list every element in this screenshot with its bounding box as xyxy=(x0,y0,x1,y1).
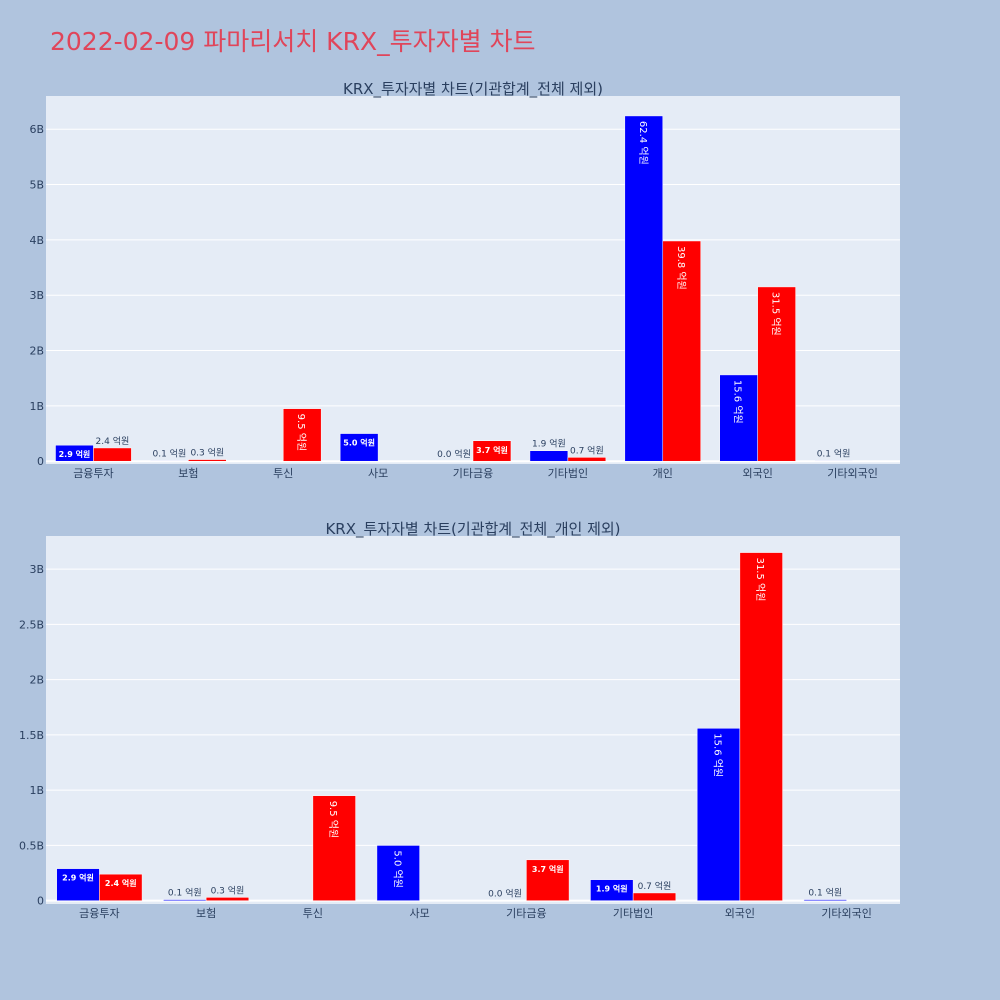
x-tick-label: 기타금융 xyxy=(453,467,493,480)
x-tick-label: 투신 xyxy=(273,467,293,480)
y-tick-label: 1.5B xyxy=(19,729,44,742)
bar-label: 0.1 억원 xyxy=(817,448,851,460)
bar xyxy=(188,459,227,462)
y-tick-label: 0.5B xyxy=(19,839,44,852)
bar xyxy=(567,457,607,462)
bar xyxy=(739,552,783,901)
bar-label: 2.4 억원 xyxy=(105,878,137,888)
bar xyxy=(376,845,420,901)
bar-label: 0.0 억원 xyxy=(437,448,471,460)
y-tick-label: 1B xyxy=(29,784,44,797)
x-tick-label: 사모 xyxy=(368,467,388,480)
bar xyxy=(93,447,132,462)
x-tick-label: 기타외국인 xyxy=(827,467,878,480)
y-tick-label: 2.5B xyxy=(19,618,44,631)
bar xyxy=(339,433,379,462)
chart-title: KRX_투자자별 차트(기관합계_전체 제외) xyxy=(343,80,603,99)
bar-label: 1.9 억원 xyxy=(596,884,628,894)
y-tick-label: 0 xyxy=(37,455,44,468)
x-tick-label: 기타외국인 xyxy=(821,907,872,920)
x-tick-label: 보험 xyxy=(178,467,198,480)
bar-label: 9.5 억원 xyxy=(295,414,307,451)
bar-label: 2.9 억원 xyxy=(62,873,94,883)
bar xyxy=(205,897,250,901)
bar-label: 3.7 억원 xyxy=(532,864,564,874)
y-tick-label: 6B xyxy=(29,123,44,136)
x-tick-label: 개인 xyxy=(653,467,673,480)
page-title: 2022-02-09 파마리서치 KRX_투자자별 차트 xyxy=(50,27,536,56)
y-tick-label: 3B xyxy=(29,289,44,302)
bar xyxy=(99,873,143,901)
bar-label: 62.4 억원 xyxy=(637,121,649,165)
bar-label: 0.1 억원 xyxy=(808,887,842,899)
bar-label: 0.1 억원 xyxy=(168,887,202,899)
bar-label: 0.3 억원 xyxy=(190,447,224,459)
bar xyxy=(312,795,356,901)
x-tick-label: 금융투자 xyxy=(73,467,113,480)
x-tick-label: 금융투자 xyxy=(79,907,119,920)
chart-bottom: KRX_투자자별 차트(기관합계_전체_개인 제외) 0 0.5B 1B 1.5B 2B 2… xyxy=(19,520,900,920)
bar-label: 9.5 억원 xyxy=(327,801,339,838)
bar xyxy=(163,899,207,901)
bar-label: 15.6 억원 xyxy=(712,733,724,777)
bar-label: 5.0 억원 xyxy=(343,438,375,448)
bar xyxy=(624,115,664,462)
bar xyxy=(472,440,512,462)
x-tick-label: 외국인 xyxy=(725,907,755,920)
y-tick-label: 5B xyxy=(29,179,44,192)
bar xyxy=(757,286,796,462)
bar xyxy=(662,240,701,462)
bar-label: 15.6 억원 xyxy=(732,380,744,424)
bar-label: 0.1 억원 xyxy=(152,448,186,460)
bar xyxy=(282,408,322,462)
bar xyxy=(590,879,634,901)
chart-title: KRX_투자자별 차트(기관합계_전체_개인 제외) xyxy=(325,520,620,539)
bar xyxy=(696,728,741,901)
y-tick-label: 2B xyxy=(29,674,44,687)
x-tick-label: 투신 xyxy=(303,907,323,920)
y-tick-label: 2B xyxy=(29,345,44,358)
bar xyxy=(803,899,847,901)
bar-label: 39.8 억원 xyxy=(675,246,687,290)
bar xyxy=(632,892,677,901)
bar-label: 0.3 억원 xyxy=(211,884,245,896)
x-tick-label: 기타법인 xyxy=(613,907,653,920)
bar-label: 0.7 억원 xyxy=(570,444,604,456)
chart-top: KRX_투자자별 차트(기관합계_전체 제외) 0 1B 2B 3B 4B 5B 6B 금융투자… xyxy=(29,80,900,480)
x-tick-label: 보험 xyxy=(196,907,216,920)
bar-label: 31.5 억원 xyxy=(770,292,782,336)
y-tick-label: 1B xyxy=(29,400,44,413)
bar xyxy=(814,460,853,462)
bar-label: 1.9 억원 xyxy=(532,438,566,450)
bar-label: 31.5 억원 xyxy=(754,558,766,602)
bar xyxy=(526,859,570,901)
y-tick-label: 3B xyxy=(29,563,44,576)
bar xyxy=(719,374,758,462)
x-tick-label: 기타법인 xyxy=(548,467,588,480)
bar-label: 2.4 억원 xyxy=(96,435,130,447)
bar xyxy=(56,868,100,901)
x-tick-label: 기타금융 xyxy=(506,907,546,920)
bar-label: 5.0 억원 xyxy=(391,850,403,887)
y-tick-label: 0 xyxy=(37,895,44,908)
y-tick-label: 4B xyxy=(29,234,44,247)
bar-label: 3.7 억원 xyxy=(476,445,508,455)
bar xyxy=(150,460,189,462)
x-tick-label: 사모 xyxy=(410,907,430,920)
bar-label: 2.9 억원 xyxy=(59,449,91,459)
x-tick-label: 외국인 xyxy=(742,467,772,480)
bar-label: 0.7 억원 xyxy=(638,880,672,892)
bar-label: 0.0 억원 xyxy=(488,888,522,900)
bar xyxy=(529,450,569,462)
